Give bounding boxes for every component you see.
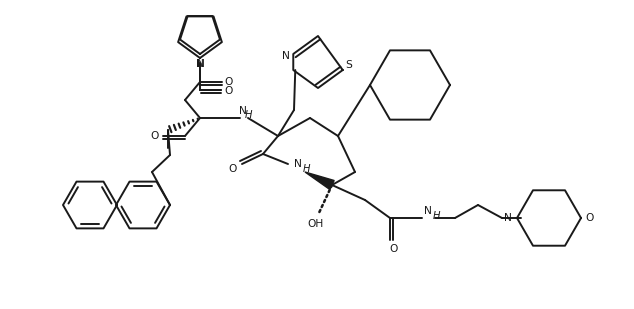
Text: O: O (586, 213, 594, 223)
Text: N: N (196, 59, 204, 69)
Text: O: O (225, 86, 233, 96)
Text: N: N (504, 213, 512, 223)
Text: O: O (229, 164, 237, 174)
Text: H: H (432, 211, 440, 221)
Text: O: O (390, 244, 398, 254)
Text: OH: OH (307, 219, 323, 229)
Text: N: N (294, 159, 302, 169)
Text: O: O (151, 131, 159, 141)
Text: H: H (244, 110, 252, 120)
Polygon shape (305, 172, 334, 189)
Text: O: O (225, 77, 233, 87)
Text: N: N (239, 106, 247, 116)
Text: N: N (282, 51, 290, 61)
Text: H: H (302, 164, 310, 174)
Text: N: N (197, 59, 205, 69)
Text: N: N (424, 206, 432, 216)
Text: S: S (346, 60, 352, 70)
